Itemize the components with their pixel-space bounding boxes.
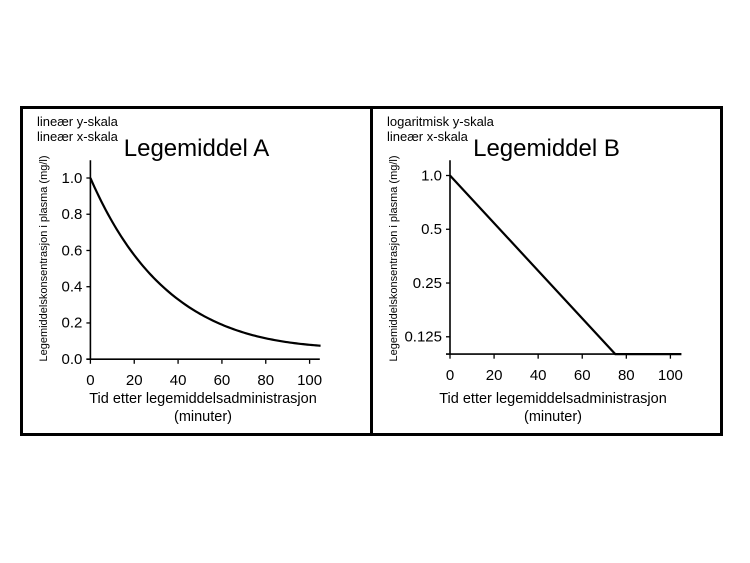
svg-text:80: 80 [257, 372, 274, 389]
svg-text:60: 60 [214, 372, 231, 389]
svg-text:0.0: 0.0 [62, 351, 83, 368]
svg-text:0.5: 0.5 [421, 221, 442, 238]
svg-text:60: 60 [574, 367, 591, 384]
svg-text:20: 20 [126, 372, 143, 389]
svg-text:20: 20 [486, 367, 503, 384]
svg-text:100: 100 [297, 372, 322, 389]
svg-text:0.4: 0.4 [62, 279, 83, 296]
svg-text:0: 0 [86, 372, 94, 389]
svg-text:40: 40 [530, 367, 547, 384]
svg-text:100: 100 [658, 367, 683, 384]
svg-text:0.2: 0.2 [62, 315, 83, 332]
svg-text:0.6: 0.6 [62, 242, 83, 259]
svg-text:80: 80 [618, 367, 635, 384]
svg-text:0.125: 0.125 [404, 329, 442, 346]
svg-text:0.8: 0.8 [62, 206, 83, 223]
svg-text:1.0: 1.0 [421, 167, 442, 184]
svg-text:0.25: 0.25 [413, 275, 442, 292]
svg-text:1.0: 1.0 [62, 170, 83, 187]
svg-text:40: 40 [170, 372, 187, 389]
svg-text:0: 0 [446, 367, 454, 384]
